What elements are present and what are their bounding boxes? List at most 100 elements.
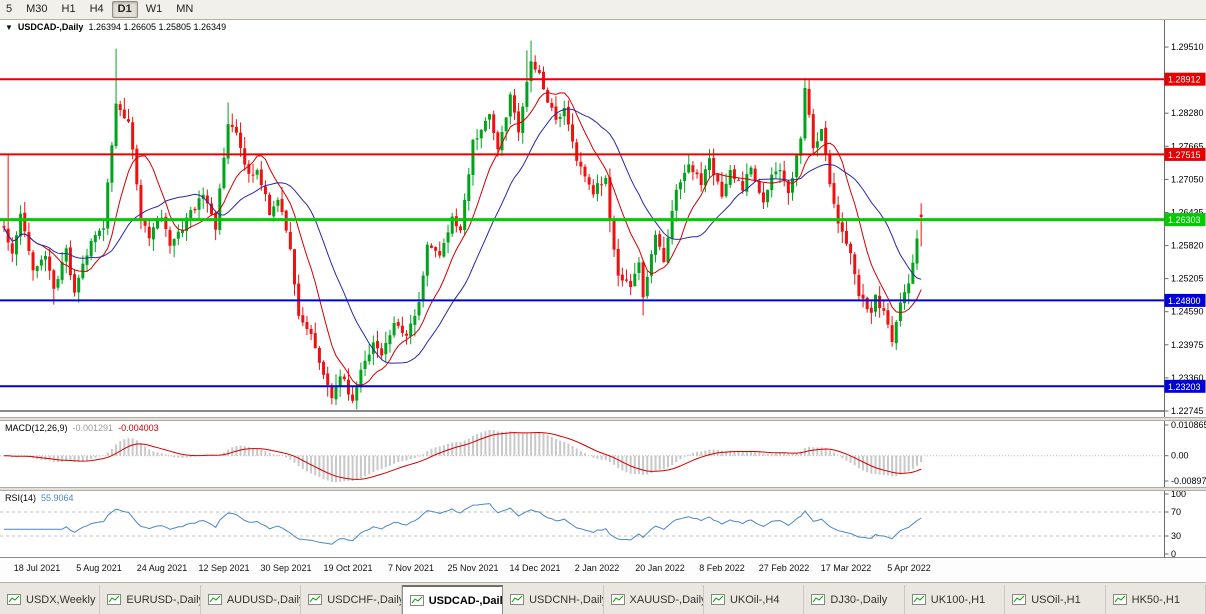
macd-signal-line — [3, 431, 922, 480]
tab-audusd-daily[interactable]: AUDUSD-,Daily — [201, 585, 302, 614]
tab-label: UK100-,H1 — [930, 593, 986, 606]
price-axis-label: 1.27665 — [1171, 141, 1204, 151]
date-label: 5 Aug 2021 — [76, 563, 122, 573]
tab-label: UKOil-,H4 — [729, 593, 780, 606]
chart-tabs-bar: USDX,Weekly EURUSD-,Daily AUDUSD-,Daily USD… — [0, 582, 1206, 614]
price-axis-label: 1.25820 — [1171, 241, 1204, 251]
chart-tab-icon — [1012, 594, 1027, 605]
timeframe-button-d1[interactable]: D1 — [111, 1, 138, 18]
chart-tab-icon — [409, 595, 424, 606]
date-axis: 18 Jul 2021 5 Aug 2021 24 Aug 2021 12 Sep 2… — [0, 557, 1206, 582]
timeframe-button-h4[interactable]: H4 — [89, 3, 104, 15]
tab-usdcad-daily[interactable]: USDCAD-,Daily — [401, 585, 504, 614]
macd-label: MACD(12,26,9) — [5, 423, 68, 433]
tab-hk50-h1[interactable]: HK50-,H1 — [1106, 585, 1206, 614]
price-chart-svg[interactable]: 1.295101.288951.282801.276651.270501.264… — [0, 20, 1206, 417]
timeframe-button-mn[interactable]: MN — [176, 3, 194, 15]
timeframe-button-h1[interactable]: H1 — [61, 3, 76, 15]
chart-tab-icon — [911, 594, 926, 605]
date-label: 8 Feb 2022 — [699, 563, 745, 573]
rsi-line — [4, 503, 922, 545]
date-label: 18 Jul 2021 — [13, 563, 61, 573]
macd-axis-label: 0.010865 — [1171, 421, 1206, 430]
tab-dj30-daily[interactable]: DJ30-,Daily — [804, 585, 905, 614]
date-label: 30 Sep 2021 — [260, 563, 312, 573]
price-axis-label: 1.23975 — [1171, 340, 1204, 350]
price-axis-label: 1.27050 — [1171, 174, 1204, 184]
tab-label: DJ30-,Daily — [830, 593, 888, 606]
tab-ukoil-h4[interactable]: UKOil-,H4 — [704, 585, 805, 614]
panel-splitter-macd[interactable] — [0, 417, 1206, 421]
date-label: 7 Nov 2021 — [387, 563, 435, 573]
svg-text:1.26303: 1.26303 — [1168, 215, 1201, 225]
date-label: 20 Jan 2022 — [635, 563, 685, 573]
price-chart-panel[interactable]: 1.295101.288951.282801.276651.270501.264… — [0, 20, 1206, 417]
tab-label: EURUSD-,Daily — [126, 593, 201, 606]
date-label: 2 Jan 2022 — [574, 563, 620, 573]
symbol-dropdown-icon[interactable]: ▼ — [5, 22, 13, 32]
timeframe-button-5[interactable]: 5 — [6, 3, 13, 15]
svg-text:1.27515: 1.27515 — [1168, 150, 1201, 160]
date-label: 24 Aug 2021 — [136, 563, 188, 573]
price-axis-label: 1.26435 — [1171, 208, 1204, 218]
symbol-label: USDCAD-,Daily — [17, 22, 84, 32]
macd-axis-label: 0.00 — [1171, 451, 1189, 461]
tab-eurusd-daily[interactable]: EURUSD-,Daily — [100, 585, 201, 614]
price-axis-label: 1.29510 — [1171, 42, 1204, 52]
tab-usoil-h1[interactable]: USOil-,H1 — [1005, 585, 1106, 614]
tab-label: USDCAD-,Daily — [428, 594, 504, 607]
rsi-axis-label: 70 — [1171, 507, 1181, 517]
tab-usdx-weekly[interactable]: USDX,Weekly — [0, 585, 101, 614]
macd-axis-label: -0.008975 — [1171, 476, 1206, 486]
chart-tab-icon — [7, 594, 21, 605]
rsi-svg[interactable]: 100 70 30 0 — [0, 491, 1206, 557]
tab-uk100-h1[interactable]: UK100-,H1 — [905, 585, 1006, 614]
svg-text:1.23203: 1.23203 — [1168, 382, 1201, 392]
date-label: 25 Nov 2021 — [447, 563, 499, 573]
rsi-axis-label: 30 — [1171, 531, 1181, 541]
panel-splitter-rsi[interactable] — [0, 487, 1206, 491]
candles — [2, 40, 923, 410]
chart-ohlc-header: ▼ USDCAD-,Daily 1.26394 1.26605 1.25805 … — [5, 22, 226, 32]
chart-tab-icon — [610, 594, 625, 605]
price-level-badge[interactable] — [1164, 72, 1206, 86]
chart-tab-icon — [107, 594, 122, 605]
price-axis-label: 1.25205 — [1171, 274, 1204, 284]
macd-svg[interactable]: 0.010865 0.00 -0.008975 — [0, 421, 1206, 487]
rsi-label: RSI(14) — [5, 493, 37, 503]
price-level-badge[interactable] — [1164, 293, 1206, 307]
ohlc-values: 1.26394 1.26605 1.25805 1.26349 — [88, 22, 227, 32]
rsi-axis-label: 0 — [1171, 549, 1176, 557]
tab-label: USOil-,H1 — [1031, 593, 1081, 606]
date-label: 14 Dec 2021 — [509, 563, 561, 573]
macd-signal-value: -0.004003 — [118, 423, 159, 433]
price-level-badge[interactable] — [1164, 213, 1206, 227]
tab-usdchf-daily[interactable]: USDCHF-,Daily — [301, 585, 402, 614]
chart-tab-icon — [710, 594, 725, 605]
timeframe-button-m30[interactable]: M30 — [26, 3, 48, 15]
chart-tab-icon — [811, 594, 826, 605]
rsi-header: RSI(14) 55.9064 — [5, 493, 74, 503]
date-label: 17 Mar 2022 — [820, 563, 872, 573]
tab-label: HK50-,H1 — [1131, 593, 1180, 606]
price-level-badge[interactable] — [1164, 379, 1206, 393]
date-label: 19 Oct 2021 — [323, 563, 373, 573]
timeframe-toolbar: 5 M30 H1 H4 D1 W1 MN — [0, 0, 1206, 20]
tab-label: USDCNH-,Daily — [529, 593, 604, 606]
macd-main-value: -0.001291 — [72, 423, 114, 433]
price-level-badge[interactable] — [1164, 147, 1206, 161]
tab-xauusd-daily[interactable]: XAUUSD-,Daily — [604, 585, 704, 614]
chart-tab-icon — [510, 594, 525, 605]
rsi-panel[interactable]: 100 70 30 0 RSI(14) 55.9064 — [0, 491, 1206, 557]
price-axis-label: 1.28280 — [1171, 108, 1204, 118]
tab-label: AUDUSD-,Daily — [226, 593, 302, 606]
macd-header: MACD(12,26,9) -0.001291 -0.004003 — [5, 423, 159, 433]
timeframe-button-w1[interactable]: W1 — [145, 3, 163, 15]
chart-tab-icon — [207, 594, 222, 605]
rsi-axis-label: 100 — [1171, 491, 1186, 499]
moving-average-line — [3, 108, 922, 364]
macd-panel[interactable]: 0.010865 0.00 -0.008975 MACD(12,26,9) -0.0… — [0, 421, 1206, 487]
tab-usdcnh-daily[interactable]: USDCNH-,Daily — [503, 585, 604, 614]
tab-label: USDX,Weekly — [26, 593, 96, 606]
